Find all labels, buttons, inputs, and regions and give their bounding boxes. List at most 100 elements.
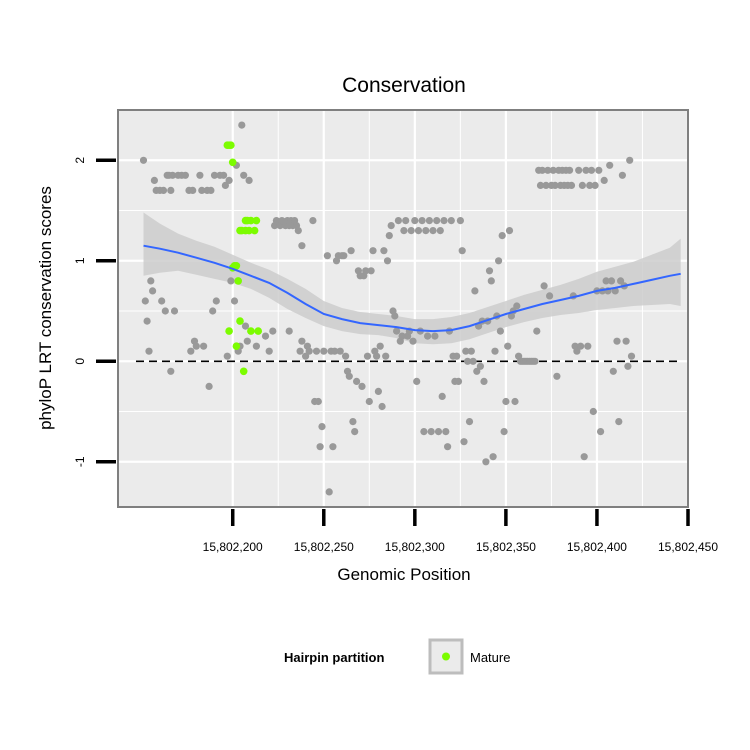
legend-mature-marker	[442, 652, 450, 661]
data-point	[615, 418, 623, 426]
data-point	[476, 362, 484, 370]
data-point	[622, 337, 630, 345]
data-point	[349, 418, 357, 426]
data-point	[626, 156, 634, 164]
data-point	[587, 166, 596, 174]
y-tick-label: 1	[73, 257, 87, 264]
data-point	[591, 181, 599, 189]
data-point	[209, 307, 217, 315]
data-point	[600, 176, 608, 184]
y-axis-title: phyloP LRT conservation scores	[36, 186, 55, 430]
data-point	[597, 428, 605, 436]
data-point	[617, 277, 625, 285]
data-point	[542, 181, 550, 189]
data-point	[580, 453, 588, 461]
data-point	[624, 362, 632, 370]
data-point	[577, 342, 585, 350]
data-point	[511, 397, 519, 406]
data-point	[496, 327, 504, 335]
data-point	[540, 282, 548, 290]
data-point	[294, 227, 302, 235]
x-tick-label: 15,802,250	[294, 540, 354, 554]
data-point	[380, 247, 388, 255]
data-point	[471, 287, 479, 295]
data-point	[230, 297, 239, 305]
y-tick-label: 2	[73, 157, 87, 164]
chart-title: Conservation	[342, 74, 466, 97]
data-point	[458, 247, 466, 255]
data-point	[491, 347, 499, 355]
data-point	[238, 121, 246, 129]
data-point	[298, 337, 306, 345]
data-point	[336, 347, 344, 355]
data-point	[480, 377, 488, 385]
data-point	[505, 227, 514, 235]
data-point	[207, 186, 215, 194]
data-point	[169, 171, 177, 179]
data-point	[269, 327, 277, 335]
data-point	[595, 166, 603, 174]
data-point	[159, 186, 168, 194]
data-point	[378, 402, 386, 411]
data-point	[189, 186, 197, 194]
y-tick-label: -1	[73, 456, 87, 467]
data-point	[444, 443, 452, 451]
data-point	[221, 181, 229, 189]
data-point	[145, 347, 153, 355]
data-point	[302, 352, 310, 360]
data-point	[438, 392, 446, 400]
data-point	[544, 166, 552, 174]
x-tick-label: 15,802,400	[567, 540, 627, 554]
y-tick-label: 0	[73, 358, 87, 365]
data-point	[383, 257, 392, 265]
data-point	[363, 352, 372, 360]
x-tick-label: 15,802,200	[203, 540, 263, 554]
data-point	[325, 488, 333, 496]
data-point	[454, 377, 463, 385]
data-point	[487, 277, 495, 285]
data-point	[362, 267, 370, 275]
data-point	[243, 337, 251, 345]
plot-panel-border	[117, 109, 689, 508]
y-axis: -1 0 1 2	[73, 157, 116, 467]
data-point	[345, 372, 353, 380]
mature-points-layer	[223, 141, 262, 376]
data-point	[170, 307, 179, 315]
data-point	[456, 217, 464, 225]
data-point	[373, 352, 381, 360]
data-point	[358, 382, 366, 390]
data-point	[272, 217, 280, 225]
data-point	[549, 166, 557, 174]
data-point	[365, 397, 373, 406]
data-point	[453, 352, 461, 360]
data-point	[442, 428, 450, 436]
data-point	[278, 217, 286, 225]
data-point	[582, 166, 590, 174]
data-point	[536, 181, 545, 189]
data-point	[225, 176, 233, 184]
mature-data-point	[250, 226, 259, 235]
data-point	[394, 217, 402, 225]
data-point	[411, 217, 419, 225]
data-point	[150, 176, 158, 184]
data-point	[567, 181, 576, 189]
data-point	[434, 428, 443, 436]
data-point	[369, 247, 377, 255]
data-point	[314, 397, 322, 406]
data-point	[187, 347, 195, 355]
data-point	[393, 327, 401, 335]
data-point	[240, 171, 248, 179]
data-point	[464, 357, 472, 365]
data-point	[323, 252, 331, 260]
mature-data-point	[254, 327, 262, 335]
data-point	[427, 428, 435, 436]
data-point	[609, 367, 617, 375]
data-point	[149, 287, 157, 295]
data-point	[305, 347, 313, 355]
data-point	[551, 181, 559, 189]
data-point	[353, 377, 361, 385]
data-point	[409, 337, 417, 345]
data-point	[447, 217, 455, 225]
data-point	[502, 397, 510, 406]
data-point	[331, 347, 339, 355]
